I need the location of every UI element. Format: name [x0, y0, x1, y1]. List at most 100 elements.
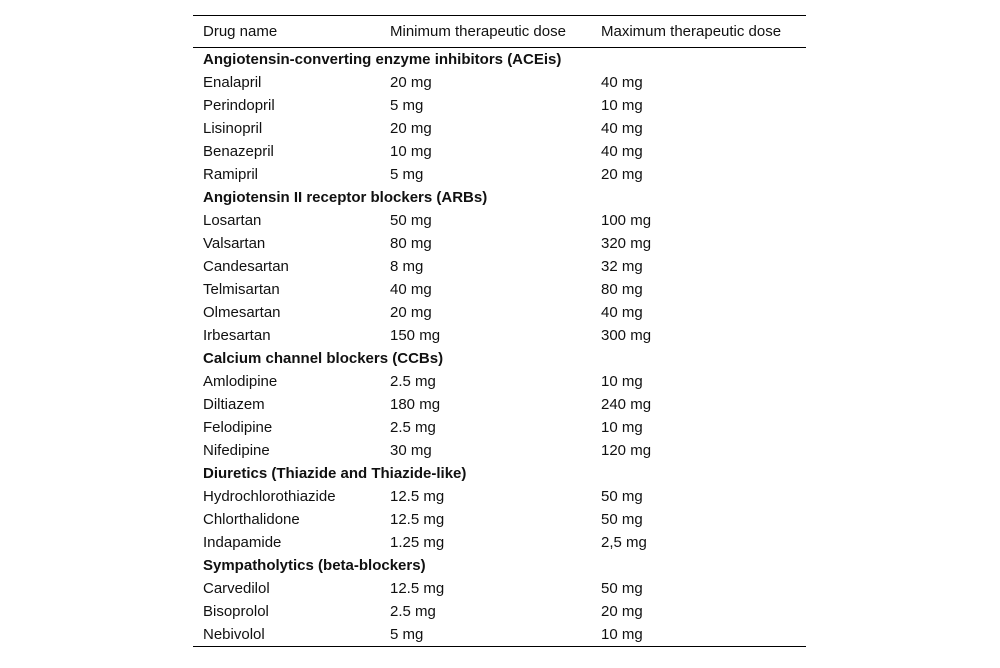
cell: 50 mg — [601, 511, 643, 528]
cell: 40 mg — [601, 304, 643, 321]
drug-row: Enalapril 20 mg 40 mg — [193, 71, 806, 94]
cell: Indapamide — [203, 534, 282, 551]
drug-row: Candesartan 8 mg 32 mg — [193, 255, 806, 278]
cell: 100 mg — [601, 212, 652, 229]
cell: Felodipine — [203, 419, 273, 436]
drug-row: Carvedilol 12.5 mg 50 mg — [193, 577, 806, 600]
header-cell: Minimum therapeutic dose — [380, 15, 591, 48]
cell: Valsartan — [203, 235, 266, 252]
header-row: Drug name Minimum therapeutic dose Maxim… — [193, 15, 806, 48]
cell: 40 mg — [601, 74, 643, 91]
cell: 50 mg — [601, 580, 643, 597]
cell: Candesartan — [203, 258, 289, 275]
drug-row: Perindopril 5 mg 10 mg — [193, 94, 806, 117]
cell: Losartan — [203, 212, 262, 229]
cell: Hydrochlorothiazide — [203, 488, 336, 505]
drug-row: Benazepril 10 mg 40 mg — [193, 140, 806, 163]
drug-row: Valsartan 80 mg 320 mg — [193, 232, 806, 255]
cell: 10 mg — [601, 373, 643, 390]
drug-row: Chlorthalidone 12.5 mg 50 mg — [193, 508, 806, 531]
cell: Irbesartan — [203, 327, 271, 344]
drug-row: Bisoprolol 2.5 mg 20 mg — [193, 600, 806, 623]
cell: 2,5 mg — [601, 534, 647, 551]
group-row: Angiotensin II receptor blockers (ARBs) — [193, 186, 806, 209]
cell: 8 mg — [390, 258, 424, 275]
cell: Nifedipine — [203, 442, 270, 459]
group-row: Calcium channel blockers (CCBs) — [193, 347, 806, 370]
cell: Benazepril — [203, 143, 274, 160]
cell: Enalapril — [203, 74, 262, 91]
cell: Telmisartan — [203, 281, 280, 298]
cell: 20 mg — [390, 304, 432, 321]
drug-row: Olmesartan 20 mg 40 mg — [193, 301, 806, 324]
cell: 20 mg — [390, 74, 432, 91]
cell: 50 mg — [390, 212, 432, 229]
drug-row: Losartan 50 mg 100 mg — [193, 209, 806, 232]
cell: 300 mg — [601, 327, 652, 344]
cell: Chlorthalidone — [203, 511, 300, 528]
group-title: Calcium channel blockers (CCBs) — [203, 350, 444, 367]
group-row: Sympatholytics (beta-blockers) — [193, 554, 806, 577]
cell: 80 mg — [390, 235, 432, 252]
cell: 12.5 mg — [390, 488, 445, 505]
cell: 2.5 mg — [390, 603, 436, 620]
cell: 5 mg — [390, 626, 424, 643]
drug-row: Ramipril 5 mg 20 mg — [193, 163, 806, 186]
dose-table: Drug name Minimum therapeutic dose Maxim… — [193, 15, 806, 647]
drug-row: Nebivolol 5 mg 10 mg — [193, 623, 806, 647]
cell: 320 mg — [601, 235, 652, 252]
cell: 2.5 mg — [390, 373, 436, 390]
cell: Bisoprolol — [203, 603, 269, 620]
table-body: Angiotensin-converting enzyme inhibitors… — [193, 48, 806, 647]
header-cell: Maximum therapeutic dose — [591, 15, 806, 48]
cell: Carvedilol — [203, 580, 270, 597]
cell: 20 mg — [390, 120, 432, 137]
drug-row: Lisinopril 20 mg 40 mg — [193, 117, 806, 140]
cell: Diltiazem — [203, 396, 265, 413]
cell: Ramipril — [203, 166, 259, 183]
cell: 1.25 mg — [390, 534, 445, 551]
group-row: Angiotensin-converting enzyme inhibitors… — [193, 48, 806, 72]
cell: 40 mg — [390, 281, 432, 298]
drug-row: Indapamide 1.25 mg 2,5 mg — [193, 531, 806, 554]
drug-row: Hydrochlorothiazide 12.5 mg 50 mg — [193, 485, 806, 508]
cell: 5 mg — [390, 166, 424, 183]
group-title: Diuretics (Thiazide and Thiazide-like) — [203, 465, 467, 482]
drug-row: Felodipine 2.5 mg 10 mg — [193, 416, 806, 439]
cell: 12.5 mg — [390, 511, 445, 528]
cell: 150 mg — [390, 327, 441, 344]
cell: 2.5 mg — [390, 419, 436, 436]
cell: 10 mg — [390, 143, 432, 160]
cell: 40 mg — [601, 120, 643, 137]
cell: Nebivolol — [203, 626, 265, 643]
cell: Amlodipine — [203, 373, 278, 390]
drug-row: Amlodipine 2.5 mg 10 mg — [193, 370, 806, 393]
drug-row: Diltiazem 180 mg 240 mg — [193, 393, 806, 416]
group-title: Sympatholytics (beta-blockers) — [203, 557, 426, 574]
cell: 10 mg — [601, 97, 643, 114]
group-title: Angiotensin-converting enzyme inhibitors… — [203, 51, 562, 68]
cell: 20 mg — [601, 166, 643, 183]
cell: 5 mg — [390, 97, 424, 114]
cell: 30 mg — [390, 442, 432, 459]
drug-row: Telmisartan 40 mg 80 mg — [193, 278, 806, 301]
cell: 10 mg — [601, 419, 643, 436]
header-cell: Drug name — [193, 15, 380, 48]
cell: 10 mg — [601, 626, 643, 643]
cell: 20 mg — [601, 603, 643, 620]
cell: 180 mg — [390, 396, 441, 413]
cell: 50 mg — [601, 488, 643, 505]
group-title: Angiotensin II receptor blockers (ARBs) — [203, 189, 488, 206]
cell: 12.5 mg — [390, 580, 445, 597]
cell: 80 mg — [601, 281, 643, 298]
cell: Perindopril — [203, 97, 275, 114]
drug-row: Irbesartan 150 mg 300 mg — [193, 324, 806, 347]
cell: 240 mg — [601, 396, 652, 413]
cell: 40 mg — [601, 143, 643, 160]
drug-row: Nifedipine 30 mg 120 mg — [193, 439, 806, 462]
cell: Olmesartan — [203, 304, 281, 321]
cell: 120 mg — [601, 442, 652, 459]
cell: Lisinopril — [203, 120, 263, 137]
group-row: Diuretics (Thiazide and Thiazide-like) — [193, 462, 806, 485]
